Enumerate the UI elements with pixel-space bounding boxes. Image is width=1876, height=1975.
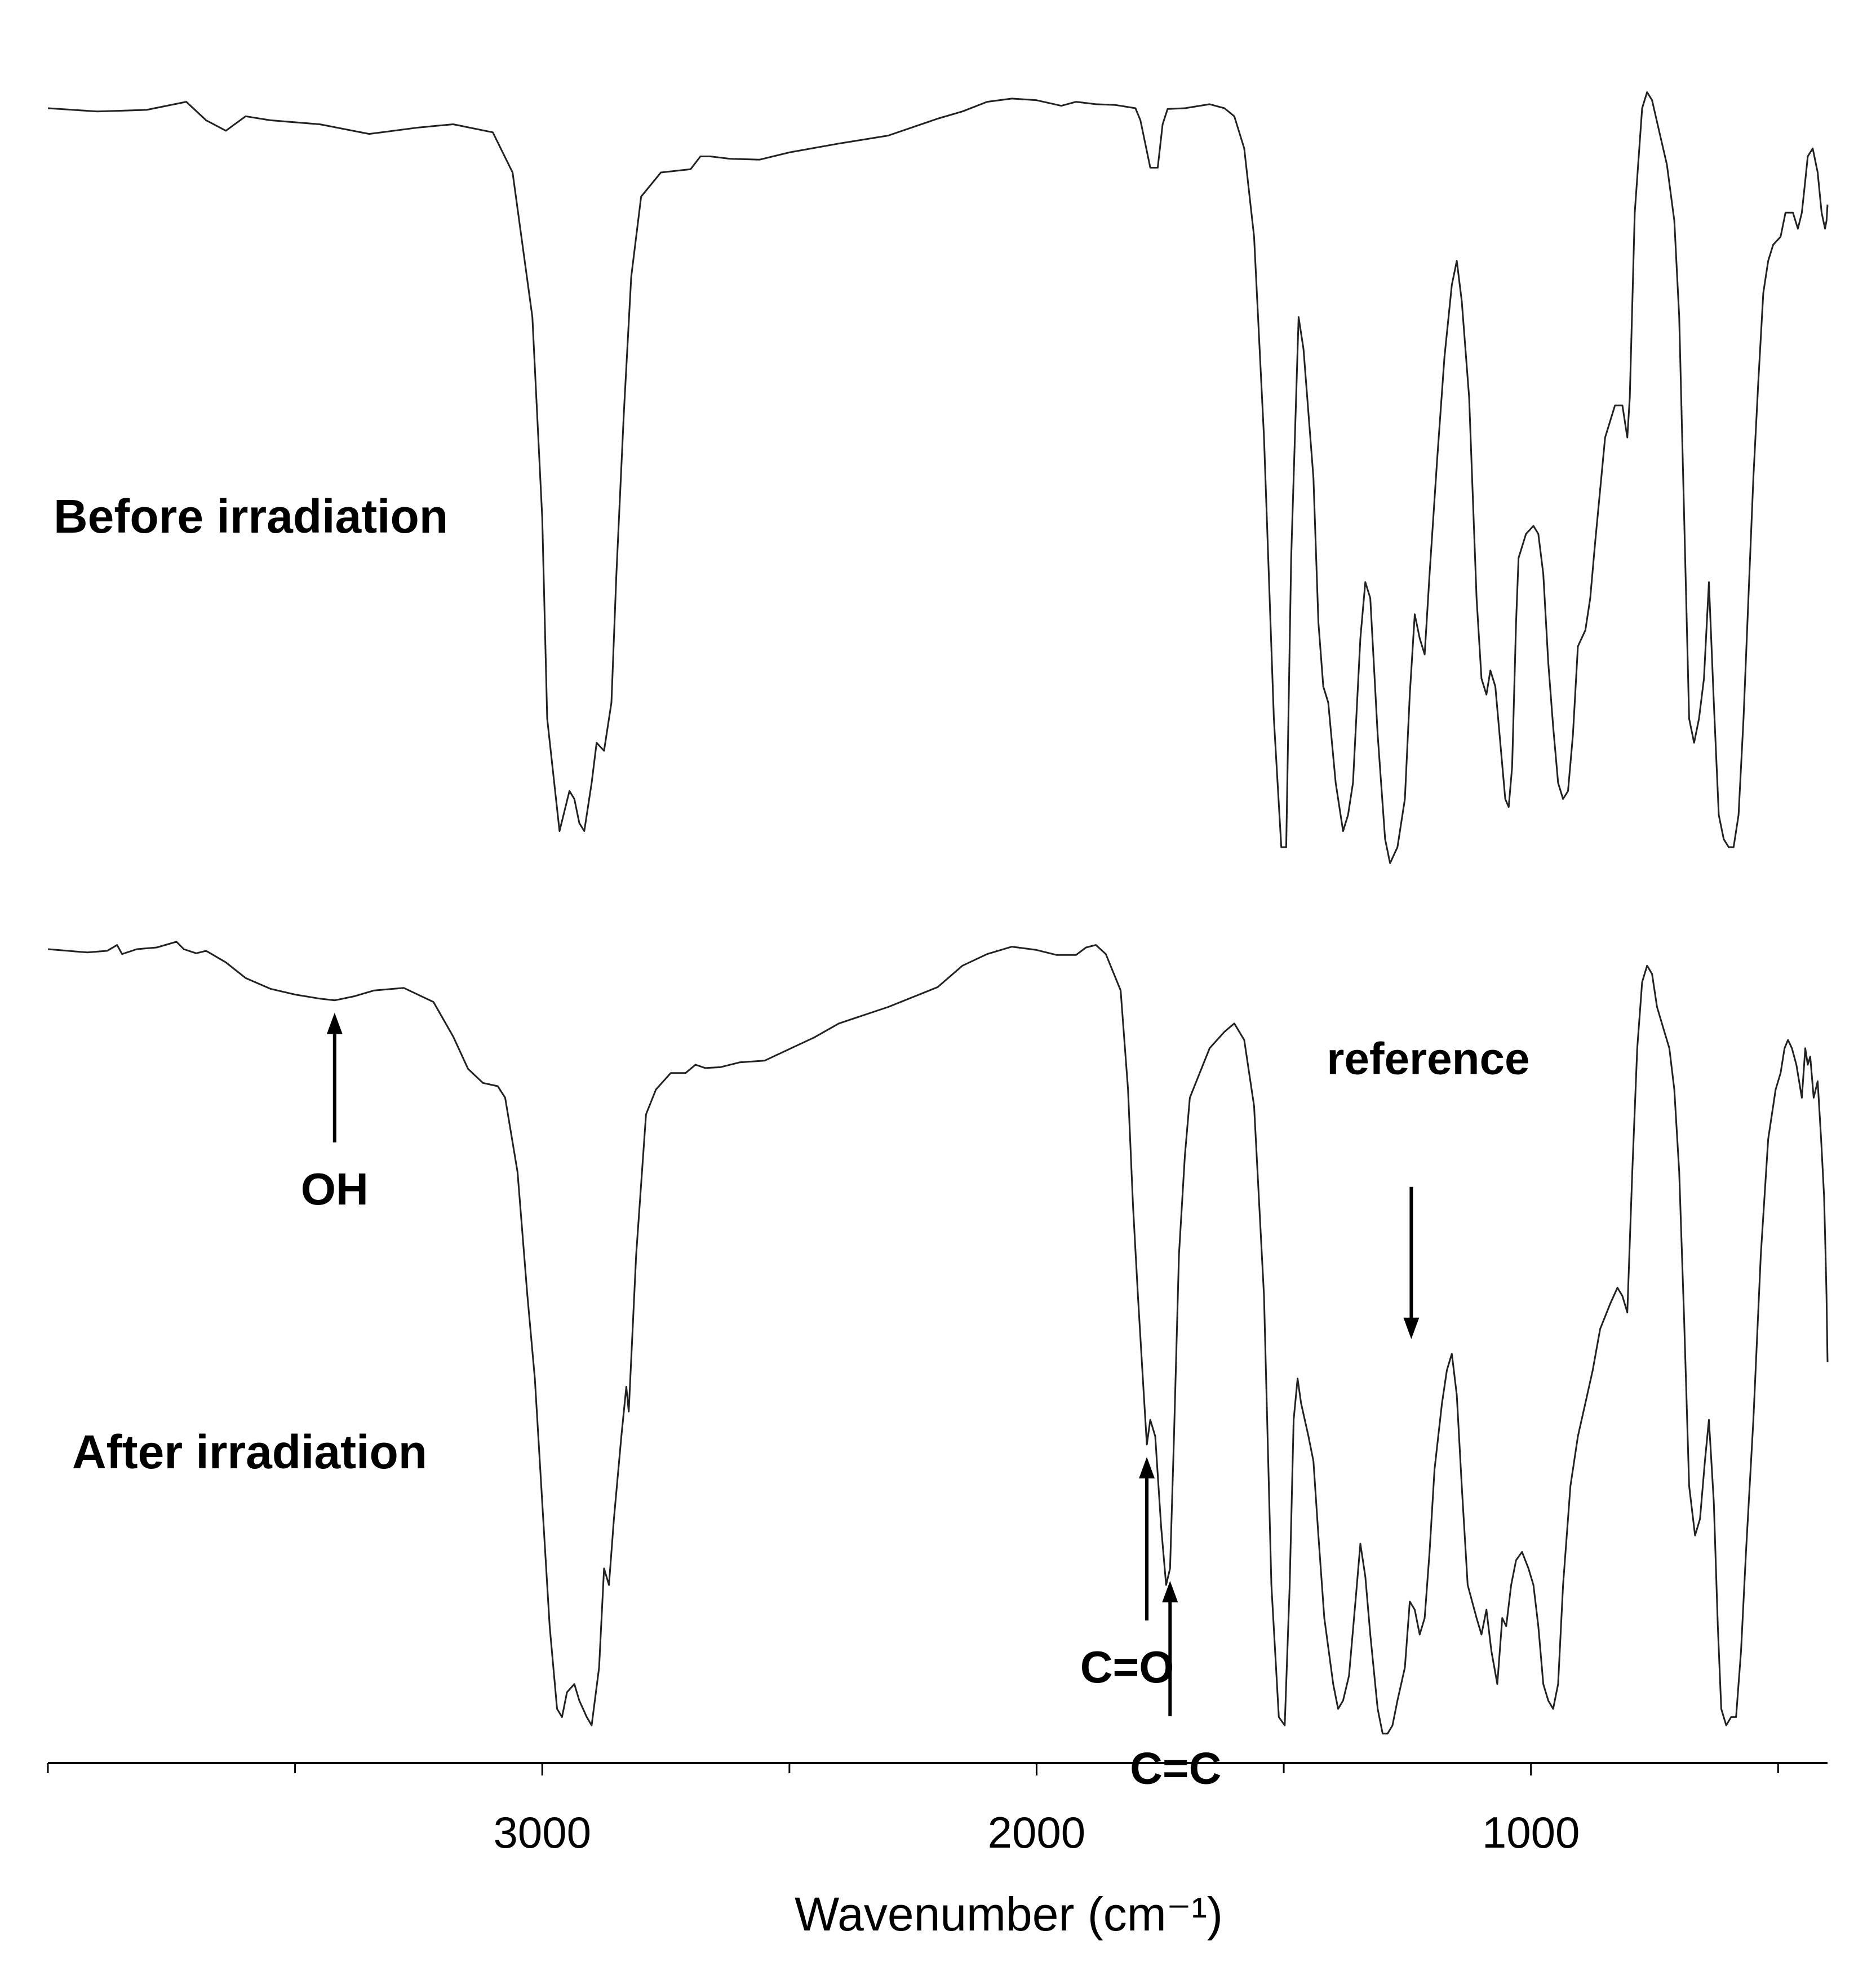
- annotation-reference-label: reference: [1327, 1034, 1529, 1084]
- spectrum-after-irradiation: [47, 941, 1829, 1735]
- annotation-group: OH C=O C=C reference: [301, 1012, 1529, 1794]
- annotation-c-c: C=C: [1130, 1580, 1221, 1794]
- oh-arrow-head: [326, 1012, 343, 1034]
- x-axis-title: Wavenumber (cm⁻¹): [795, 1888, 1223, 1941]
- annotation-oh-label: OH: [301, 1164, 369, 1214]
- x-axis-major-ticks: 3000 2000 1000: [493, 1763, 1580, 1857]
- annotation-reference: reference: [1327, 1034, 1529, 1339]
- x-tick-label-2000: 2000: [988, 1808, 1086, 1857]
- c-o-arrow-head: [1139, 1456, 1155, 1478]
- reference-arrow-head: [1403, 1317, 1420, 1339]
- spectrum-before-irradiation: [47, 91, 1829, 864]
- c-c-arrow-head: [1162, 1580, 1178, 1602]
- annotation-c-c-label: C=C: [1130, 1743, 1221, 1794]
- x-axis: 3000 2000 1000 Wavenumber (cm⁻¹): [47, 1762, 1828, 1941]
- x-tick-label-1000: 1000: [1482, 1808, 1580, 1857]
- panel-label-after: After irradiation: [72, 1425, 427, 1478]
- x-axis-minor-ticks: [47, 1763, 1779, 1773]
- x-tick-label-3000: 3000: [493, 1808, 591, 1857]
- annotation-oh: OH: [301, 1012, 369, 1214]
- annotation-c-o: C=O: [1080, 1456, 1174, 1692]
- panel-label-before: Before irradiation: [54, 490, 448, 543]
- annotation-c-o-label: C=O: [1080, 1642, 1174, 1692]
